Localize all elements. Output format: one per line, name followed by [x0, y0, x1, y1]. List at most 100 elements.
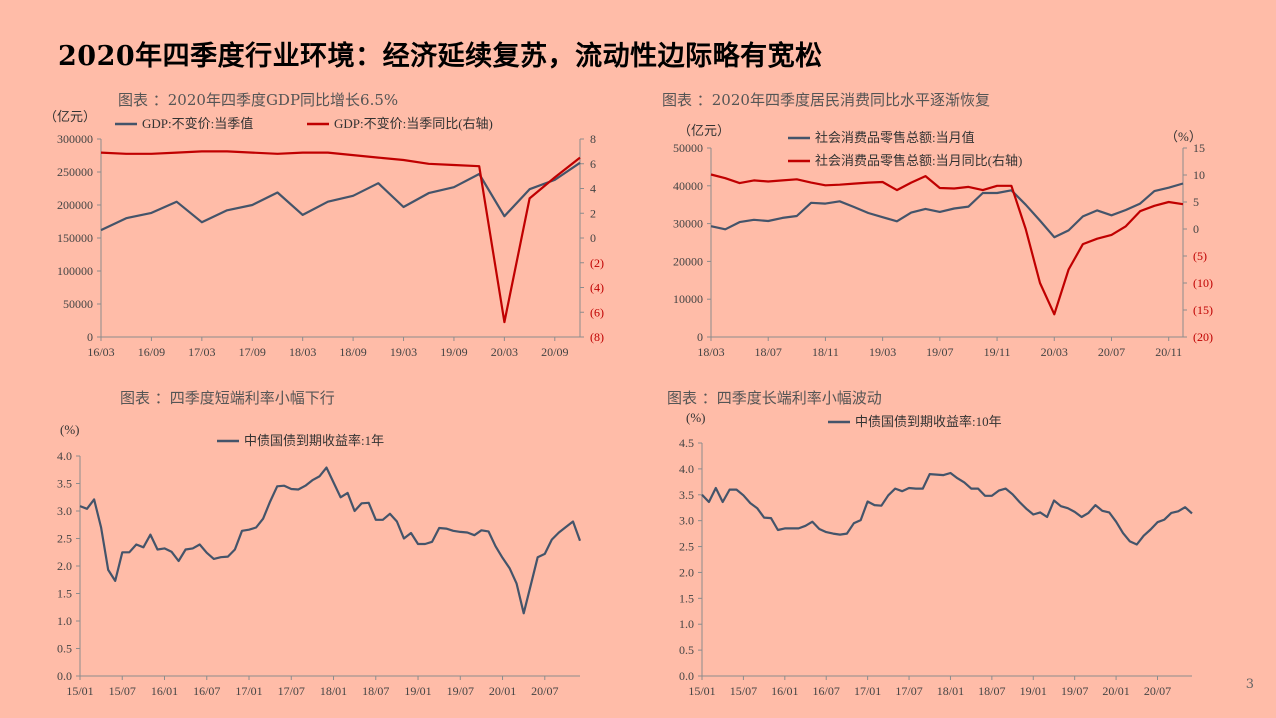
legend-label-0: 社会消费品零售总额:当月值	[815, 130, 975, 145]
y-unit-left: （亿元）	[44, 109, 96, 124]
y-tick-label-left: 250000	[57, 165, 93, 179]
x-tick-label: 18/07	[755, 345, 782, 359]
y-tick-label-left: 20000	[673, 254, 703, 268]
x-tick-label: 18/03	[697, 345, 724, 359]
legend-label-0: GDP:不变价:当季值	[142, 116, 253, 131]
y-tick-label-left: 1.0	[57, 614, 72, 628]
y-tick-label-left: 4.5	[679, 436, 694, 450]
x-tick-label: 20/07	[1098, 345, 1125, 359]
x-tick-label: 20/09	[541, 345, 568, 359]
x-tick-label: 17/01	[235, 684, 262, 698]
x-tick-label: 19/11	[984, 345, 1011, 359]
y-tick-label-right: 0	[1193, 222, 1199, 236]
x-tick-label: 19/07	[926, 345, 953, 359]
y-tick-label-right: (5)	[1193, 249, 1207, 263]
x-tick-label: 15/07	[109, 684, 136, 698]
y-tick-label-right: 8	[590, 132, 596, 146]
x-tick-label: 18/01	[937, 684, 964, 698]
x-tick-label: 17/07	[278, 684, 305, 698]
y-unit-left: (%)	[60, 422, 80, 437]
x-tick-label: 17/01	[854, 684, 881, 698]
y-tick-label-left: 200000	[57, 198, 93, 212]
y-tick-label-left: 0.5	[679, 643, 694, 657]
y-tick-label-left: 10000	[673, 292, 703, 306]
x-tick-label: 19/01	[404, 684, 431, 698]
retail-chart-caption: 图表 ：2020年四季度居民消费同比水平逐渐恢复	[662, 91, 990, 109]
x-tick-label: 19/03	[390, 345, 417, 359]
y-tick-label-left: 2.0	[57, 559, 72, 573]
y-tick-label-right: (20)	[1193, 330, 1213, 344]
x-tick-label: 18/03	[289, 345, 316, 359]
y-tick-label-left: 40000	[673, 179, 703, 193]
legend-label-0: 中债国债到期收益率:10年	[855, 414, 1002, 429]
x-tick-label: 19/07	[1061, 684, 1088, 698]
x-tick-label: 16/09	[138, 345, 165, 359]
page-number: 3	[1245, 677, 1254, 692]
x-tick-label: 16/07	[813, 684, 840, 698]
y-tick-label-left: 4.0	[679, 462, 694, 476]
y-tick-label-left: 1.5	[57, 587, 72, 601]
legend-label-1: GDP:不变价:当季同比(右轴)	[334, 116, 493, 131]
x-tick-label: 19/09	[440, 345, 467, 359]
y-tick-label-right: 4	[590, 182, 596, 196]
y-tick-label-left: 50000	[673, 141, 703, 155]
x-tick-label: 16/07	[193, 684, 220, 698]
x-tick-label: 16/01	[771, 684, 798, 698]
x-tick-label: 20/11	[1155, 345, 1182, 359]
y-tick-label-left: 0	[697, 330, 703, 344]
y-tick-label-left: 50000	[63, 297, 93, 311]
series-line-0	[100, 161, 581, 232]
y-tick-label-left: 3.0	[57, 504, 72, 518]
y-tick-label-left: 0.5	[57, 642, 72, 656]
legend-label-1: 社会消费品零售总额:当月同比(右轴)	[815, 153, 1022, 168]
series-line-1	[710, 173, 1184, 316]
x-tick-label: 15/01	[66, 684, 93, 698]
y-tick-label-left: 30000	[673, 217, 703, 231]
y-tick-label-right: 15	[1193, 141, 1205, 155]
y-tick-label-left: 2.5	[679, 540, 694, 554]
x-tick-label: 20/03	[491, 345, 518, 359]
short-rate-chart-caption: 图表 ：四季度短端利率小幅下行	[120, 389, 335, 407]
x-tick-label: 15/01	[688, 684, 715, 698]
y-tick-label-right: (6)	[590, 305, 604, 319]
x-tick-label: 16/01	[151, 684, 178, 698]
y-tick-label-left: 0.0	[679, 669, 694, 683]
x-tick-label: 18/11	[812, 345, 839, 359]
y-tick-label-left: 0	[87, 330, 93, 344]
y-tick-label-right: 5	[1193, 195, 1199, 209]
y-tick-label-right: (8)	[590, 330, 604, 344]
y-tick-label-left: 2.0	[679, 565, 694, 579]
x-tick-label: 20/01	[489, 684, 516, 698]
y-tick-label-left: 100000	[57, 264, 93, 278]
x-tick-label: 19/07	[447, 684, 474, 698]
y-tick-label-left: 3.0	[679, 514, 694, 528]
y-tick-label-left: 3.5	[679, 488, 694, 502]
y-tick-label-left: 1.0	[679, 617, 694, 631]
x-tick-label: 20/07	[1144, 684, 1171, 698]
long-rate-chart-caption: 图表 ：四季度长端利率小幅波动	[667, 389, 882, 407]
y-tick-label-left: 300000	[57, 132, 93, 146]
page-title: 2020年四季度行业环境：经济延续复苏，流动性边际略有宽松	[58, 41, 823, 72]
y-tick-label-right: 2	[590, 206, 596, 220]
y-tick-label-right: 6	[590, 157, 596, 171]
y-tick-label-left: 0.0	[57, 669, 72, 683]
gdp-chart-caption: 图表 ：2020年四季度GDP同比增长6.5%	[118, 91, 399, 109]
x-tick-label: 19/03	[869, 345, 896, 359]
series-line-0	[701, 471, 1193, 546]
x-tick-label: 18/01	[320, 684, 347, 698]
x-tick-label: 17/03	[188, 345, 215, 359]
y-tick-label-left: 3.5	[57, 477, 72, 491]
x-tick-label: 16/03	[87, 345, 114, 359]
series-line-0	[79, 466, 582, 615]
x-tick-label: 17/07	[895, 684, 922, 698]
x-tick-label: 18/09	[339, 345, 366, 359]
x-tick-label: 18/07	[978, 684, 1005, 698]
y-tick-label-left: 1.5	[679, 591, 694, 605]
y-unit-left: (%)	[686, 410, 706, 425]
x-tick-label: 17/09	[239, 345, 266, 359]
y-tick-label-left: 150000	[57, 231, 93, 245]
